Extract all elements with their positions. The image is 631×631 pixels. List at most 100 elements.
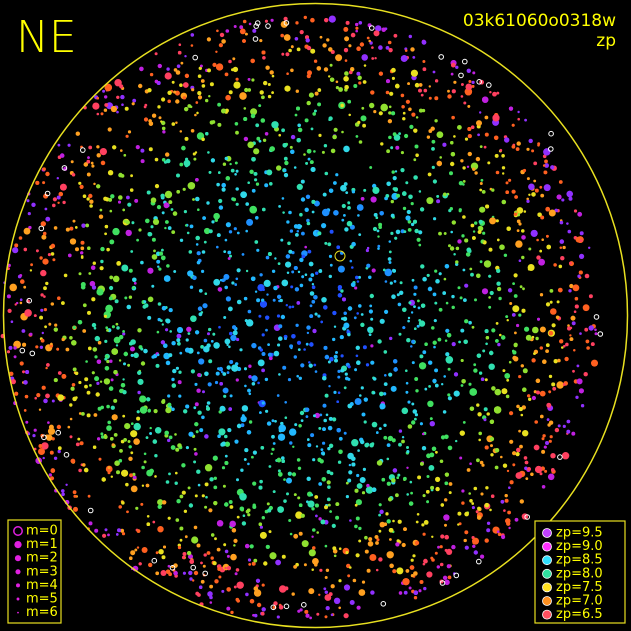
star [179,238,184,242]
star [235,77,239,81]
star [137,378,144,385]
star [204,292,208,296]
star [210,158,215,163]
star [345,551,349,555]
star [483,418,487,422]
star [141,547,148,553]
star [367,541,374,547]
star [143,348,148,354]
star [177,443,182,448]
star [94,528,99,533]
star [562,383,566,386]
star [23,227,31,235]
star [219,32,225,38]
star [340,354,344,358]
star [81,223,86,228]
star [516,229,520,233]
star [457,523,460,526]
star [135,145,140,150]
bright-star [438,54,445,60]
star [293,166,297,169]
star [373,30,380,37]
star [506,226,511,231]
star [496,91,500,95]
star [424,342,428,347]
star [560,256,565,261]
star [111,414,118,421]
star [151,113,157,118]
star [336,245,341,249]
star [88,193,93,199]
star [450,230,454,234]
star [171,341,176,346]
star [562,245,566,250]
star [291,592,295,596]
star [71,173,76,177]
star [258,139,262,143]
star [216,520,224,527]
zp-label: zp=7.5 [556,580,603,595]
star [375,216,379,219]
star [287,241,291,246]
star [349,566,352,569]
star [154,52,158,56]
star [126,510,129,514]
star [308,261,314,267]
star [366,36,370,40]
star [193,447,197,451]
star [488,305,492,309]
star [322,192,327,197]
star [548,390,552,394]
star [245,543,250,549]
star [262,56,266,60]
star [36,393,41,398]
star [511,451,517,456]
star [453,80,457,84]
star [161,211,165,215]
star [496,268,501,273]
star [243,107,247,110]
star [243,458,247,461]
star [221,466,226,470]
star [416,513,420,516]
star [160,120,163,123]
star [57,446,62,451]
star [518,259,522,263]
star [115,344,119,347]
star [562,424,566,428]
star [163,352,170,360]
star [203,240,207,244]
star [497,532,502,537]
star [305,162,308,165]
star [265,255,270,260]
star [333,181,337,185]
star [328,47,333,52]
star [322,441,326,445]
star [194,402,199,407]
star [557,287,563,293]
star [434,119,438,123]
star [261,368,265,373]
star [588,294,593,299]
star [314,495,319,499]
star [151,237,156,242]
star [136,410,140,414]
image-id: 03k61060o0318w [463,11,616,31]
star [559,246,562,249]
star [217,287,223,292]
star [540,193,545,198]
star [38,448,45,455]
star [259,39,263,43]
star [435,383,439,388]
star [475,510,479,514]
star [495,219,499,223]
star [478,431,483,436]
star [337,391,341,395]
star [307,249,312,254]
star [105,304,113,313]
star [179,538,183,542]
star [108,198,112,202]
star [543,170,548,175]
star [577,274,581,278]
star [195,591,199,596]
